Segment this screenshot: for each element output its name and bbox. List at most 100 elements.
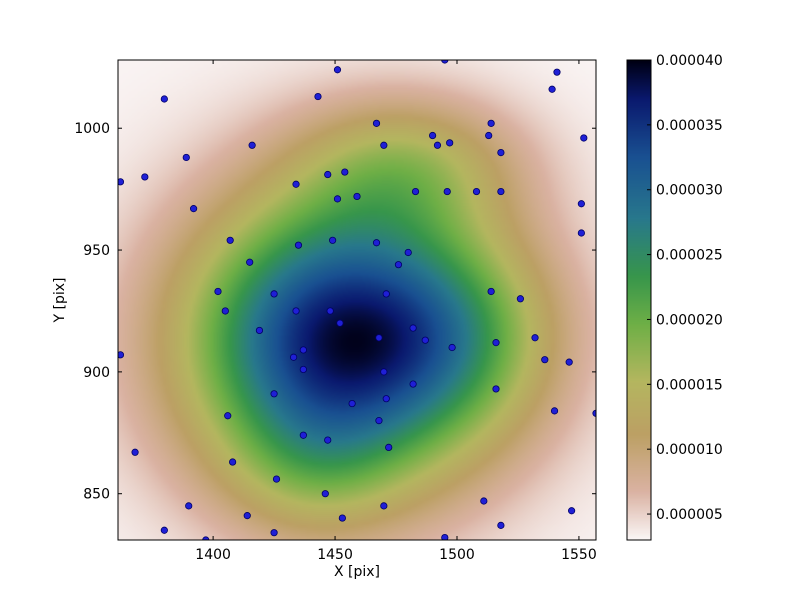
density-heatmap — [118, 60, 596, 540]
data-point — [497, 521, 505, 529]
data-point — [292, 180, 300, 188]
data-point — [336, 319, 344, 327]
data-point — [380, 502, 388, 510]
x-tick-label: 1550 — [561, 547, 597, 563]
colorbar-tick-label: 0.000035 — [656, 118, 723, 134]
data-point — [375, 417, 383, 425]
data-point — [497, 148, 505, 157]
colorbar-tick-label: 0.000020 — [656, 312, 723, 328]
data-point — [411, 187, 420, 196]
data-point — [372, 119, 381, 127]
colorbar-tick-label: 0.000015 — [656, 377, 723, 393]
data-point — [492, 385, 500, 393]
x-axis-label: X [pix] — [334, 564, 380, 580]
data-point — [577, 200, 585, 208]
colorbar-tick-label: 0.000010 — [656, 442, 723, 458]
colorbar-tick-label: 0.000030 — [656, 183, 723, 199]
data-point — [448, 343, 456, 352]
data-point — [348, 399, 356, 408]
data-point — [118, 351, 125, 359]
colorbar-tick-label: 0.000005 — [656, 507, 723, 523]
data-point — [385, 443, 393, 452]
data-point — [516, 295, 524, 303]
colorbar-frame — [626, 59, 652, 541]
data-point — [185, 502, 193, 510]
data-point — [382, 395, 390, 403]
y-tick-label: 900 — [83, 365, 110, 381]
data-point — [224, 412, 232, 420]
data-point — [272, 475, 281, 483]
data-point — [404, 248, 412, 257]
data-point — [568, 507, 576, 515]
data-point — [553, 68, 561, 76]
data-point — [226, 236, 234, 244]
x-tick-label: 1500 — [439, 547, 475, 563]
colorbar-tick-label: 0.000040 — [656, 53, 723, 69]
colorbar-ticks: 0.000005 0.000010 0.000015 0.000020 0.000025… — [647, 53, 723, 523]
data-point — [341, 168, 349, 176]
data-point — [541, 356, 549, 364]
data-point — [394, 261, 403, 269]
plot-frame — [117, 59, 597, 541]
data-point — [314, 92, 322, 101]
data-point — [329, 236, 337, 244]
x-tick-label: 1450 — [317, 547, 353, 563]
y-tick-label: 1000 — [74, 121, 110, 137]
data-point — [221, 307, 229, 315]
data-point — [214, 287, 222, 296]
colorbar: 0.000005 0.000010 0.000015 0.000020 0.000025… — [626, 53, 723, 541]
colorbar-gradient — [627, 60, 651, 540]
data-point — [485, 131, 493, 140]
y-axis-label: Y [pix] — [52, 278, 68, 324]
data-point — [243, 512, 251, 520]
data-point — [292, 307, 300, 315]
data-point — [550, 407, 559, 415]
data-point — [255, 326, 264, 335]
data-point — [229, 458, 237, 466]
data-point — [248, 141, 256, 149]
data-point — [441, 533, 449, 540]
data-point — [380, 368, 388, 376]
data-point — [190, 205, 198, 213]
data-point — [182, 153, 190, 162]
data-point — [353, 192, 361, 201]
colorbar-tick-label: 0.000025 — [656, 248, 723, 264]
data-point — [480, 497, 488, 505]
x-tick-label: 1400 — [195, 547, 231, 563]
data-point — [429, 131, 437, 140]
y-tick-label: 850 — [83, 487, 110, 503]
data-point — [433, 141, 442, 149]
data-point — [324, 170, 332, 179]
data-point — [577, 229, 585, 237]
data-point — [446, 139, 454, 147]
data-point — [118, 178, 125, 186]
data-point — [299, 346, 307, 354]
data-point — [141, 173, 149, 181]
data-point — [380, 141, 388, 149]
data-point — [492, 339, 500, 347]
data-point — [326, 307, 334, 315]
data-point — [160, 95, 168, 103]
data-point — [270, 290, 278, 298]
data-point — [299, 431, 307, 439]
data-point — [487, 119, 495, 127]
x-axis: 1400 1450 1500 1550 — [195, 60, 597, 563]
data-point — [443, 187, 451, 196]
data-point — [270, 529, 278, 537]
data-point — [321, 490, 329, 498]
plot-area — [117, 59, 597, 541]
data-point — [472, 187, 481, 196]
data-point — [409, 380, 417, 388]
data-point — [333, 195, 342, 203]
y-axis: 850 900 950 1000 — [74, 121, 596, 503]
y-tick-label: 950 — [83, 243, 110, 259]
data-point — [375, 334, 383, 342]
data-point — [565, 358, 573, 366]
data-point — [497, 187, 505, 196]
data-point — [246, 258, 254, 266]
data-point — [487, 287, 495, 296]
data-point — [333, 66, 342, 74]
data-point — [580, 134, 588, 142]
points-layer — [118, 60, 596, 540]
